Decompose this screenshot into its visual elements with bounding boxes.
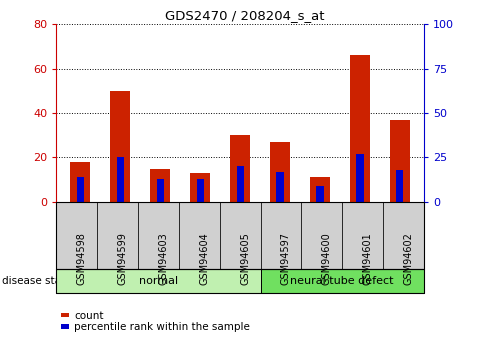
- Bar: [237, 166, 244, 202]
- Text: GSM94600: GSM94600: [322, 232, 332, 285]
- Text: GSM94598: GSM94598: [77, 232, 87, 285]
- Bar: [310, 177, 330, 202]
- Bar: [270, 142, 290, 202]
- Bar: [390, 120, 410, 202]
- Text: GSM94599: GSM94599: [118, 232, 127, 285]
- Bar: [356, 154, 364, 202]
- Bar: [157, 179, 164, 202]
- Bar: [276, 171, 284, 202]
- Bar: [196, 179, 204, 202]
- Bar: [150, 168, 170, 202]
- Bar: [77, 177, 84, 202]
- Bar: [230, 135, 250, 202]
- Bar: [190, 173, 210, 202]
- Text: GDS2470 / 208204_s_at: GDS2470 / 208204_s_at: [165, 9, 325, 22]
- Text: GSM94601: GSM94601: [363, 232, 372, 285]
- Bar: [350, 55, 370, 202]
- Text: neural tube defect: neural tube defect: [291, 276, 394, 286]
- Text: count: count: [74, 311, 103, 321]
- Bar: [117, 157, 124, 202]
- Bar: [396, 170, 403, 202]
- Text: GSM94603: GSM94603: [158, 232, 169, 285]
- Text: percentile rank within the sample: percentile rank within the sample: [74, 323, 250, 332]
- Text: GSM94605: GSM94605: [240, 232, 250, 285]
- Text: GSM94602: GSM94602: [403, 232, 414, 285]
- Bar: [317, 186, 323, 202]
- Bar: [110, 91, 130, 202]
- Text: GSM94597: GSM94597: [281, 232, 291, 285]
- Text: disease state ▶: disease state ▶: [2, 276, 83, 286]
- Text: normal: normal: [139, 276, 178, 286]
- Text: GSM94604: GSM94604: [199, 232, 209, 285]
- Bar: [71, 162, 90, 202]
